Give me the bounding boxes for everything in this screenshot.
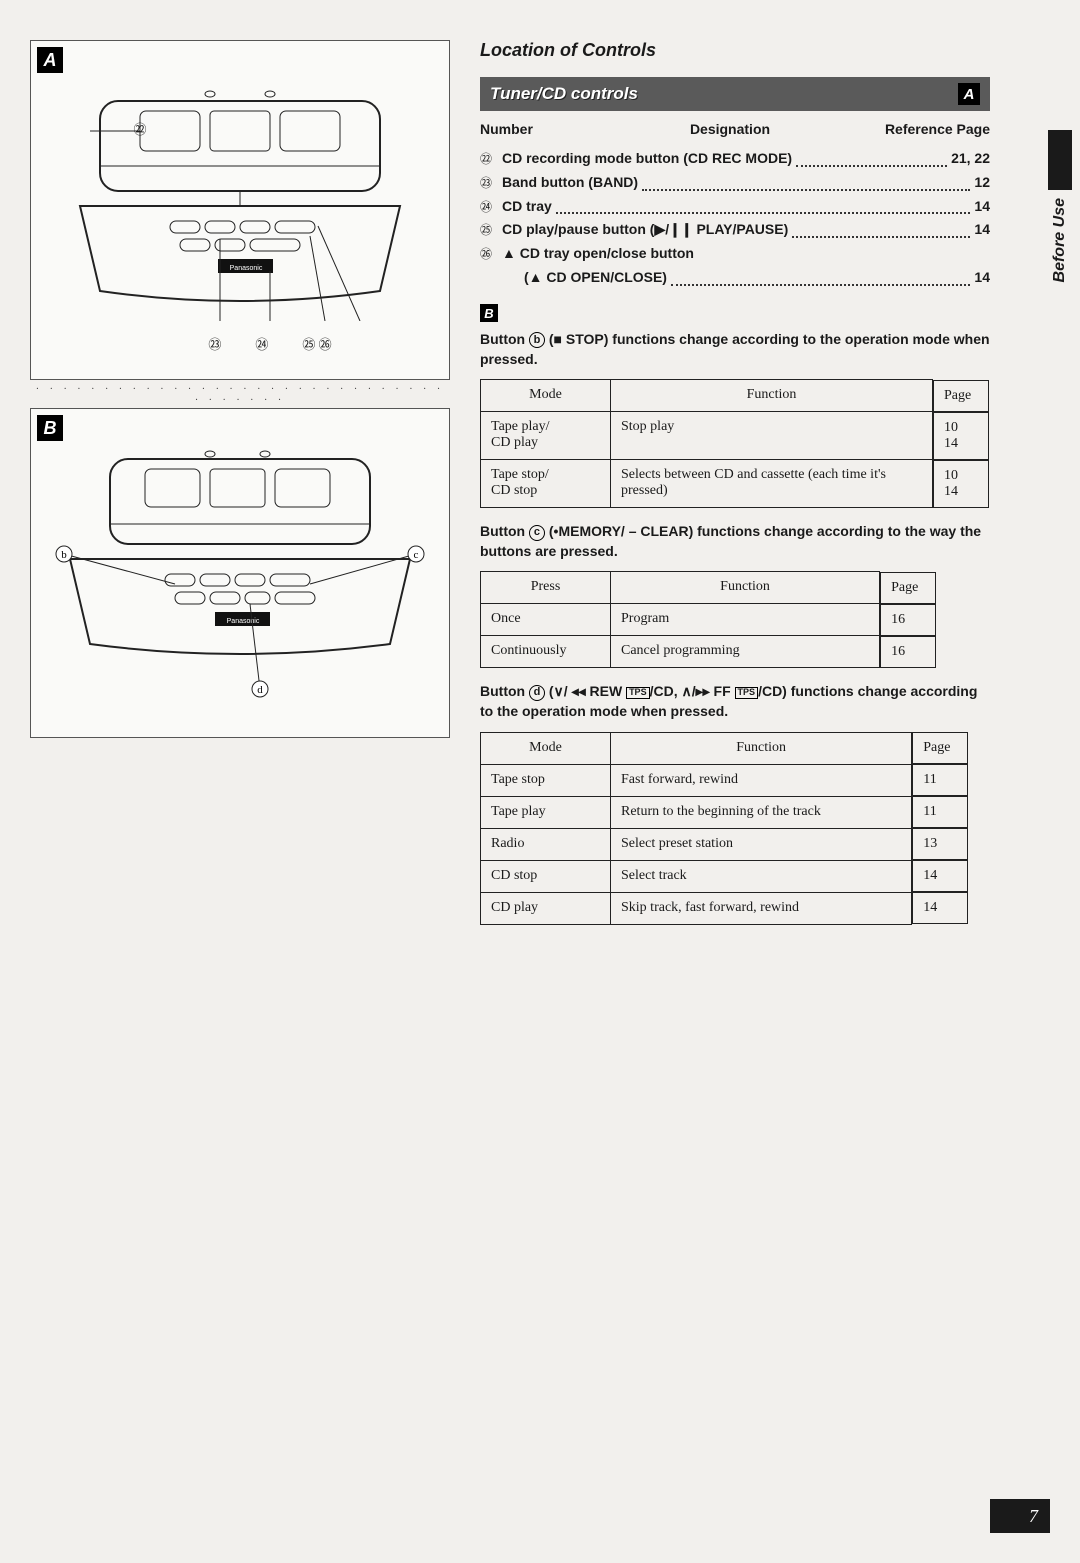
banner-text: Tuner/CD controls bbox=[490, 84, 638, 104]
side-tab-text: Before Use bbox=[1051, 198, 1069, 282]
diagram-b-label: B bbox=[37, 415, 63, 441]
separator-dots: · · · · · · · · · · · · · · · · · · · · … bbox=[30, 384, 450, 406]
column-headers: Number Designation Reference Page bbox=[480, 121, 990, 137]
diagram-a: A Pan bbox=[30, 40, 450, 380]
control-row: ㉖▲ CD tray open/close button bbox=[480, 242, 990, 266]
control-row: (▲ CD OPEN/CLOSE)14 bbox=[480, 266, 990, 290]
para-button-c: Button c (•MEMORY/ – CLEAR) functions ch… bbox=[480, 522, 990, 561]
svg-text:Panasonic: Panasonic bbox=[227, 618, 260, 625]
diagram-b: B Panasonic bbox=[30, 408, 450, 738]
header-ref-page: Reference Page bbox=[850, 121, 990, 137]
tuner-cd-banner: Tuner/CD controls A bbox=[480, 77, 990, 111]
boombox-diagram-b: Panasonic b c d bbox=[50, 439, 430, 699]
right-column: Location of Controls Tuner/CD controls A… bbox=[470, 40, 1050, 939]
callout-24: ㉔ bbox=[255, 334, 268, 353]
control-row: ㉓Band button (BAND)12 bbox=[480, 171, 990, 195]
callout-22: ㉒ bbox=[133, 119, 146, 138]
section-b-marker: B bbox=[480, 304, 990, 322]
callout-23: ㉓ bbox=[208, 334, 221, 353]
header-number: Number bbox=[480, 121, 610, 137]
control-row: ㉕CD play/pause button (▶/❙❙ PLAY/PAUSE)1… bbox=[480, 218, 990, 242]
control-list: ㉒CD recording mode button (CD REC MODE)2… bbox=[480, 147, 990, 290]
svg-text:Panasonic: Panasonic bbox=[230, 265, 263, 272]
control-row: ㉔CD tray14 bbox=[480, 195, 990, 219]
callout-25-26: ㉕ ㉖ bbox=[302, 334, 331, 353]
svg-text:b: b bbox=[61, 549, 67, 561]
diagram-a-label: A bbox=[37, 47, 63, 73]
svg-text:d: d bbox=[257, 684, 263, 696]
svg-text:c: c bbox=[414, 549, 419, 561]
para-button-d: Button d (∨/ ◂◂ REW TPS/CD, ∧/▸▸ FF TPS/… bbox=[480, 682, 990, 721]
section-title: Location of Controls bbox=[480, 40, 990, 61]
table-button-b: ModeFunctionPageTape play/ CD playStop p… bbox=[480, 379, 990, 508]
boombox-diagram-a: Panasonic bbox=[70, 71, 410, 321]
side-tab-block bbox=[1048, 130, 1072, 190]
para-button-b: Button b (■ STOP) functions change accor… bbox=[480, 330, 990, 369]
header-designation: Designation bbox=[610, 121, 850, 137]
table-button-c: PressFunctionPageOnceProgram16Continuous… bbox=[480, 571, 990, 668]
banner-badge: A bbox=[958, 83, 980, 105]
table-button-d: ModeFunctionPageTape stopFast forward, r… bbox=[480, 732, 990, 925]
left-column: A Pan bbox=[30, 40, 450, 939]
side-tab: Before Use bbox=[1048, 130, 1072, 282]
control-row: ㉒CD recording mode button (CD REC MODE)2… bbox=[480, 147, 990, 171]
page-number: 7 bbox=[990, 1499, 1050, 1533]
diagram-a-callouts-bottom: ㉓ ㉔ ㉕ ㉖ bbox=[41, 334, 439, 353]
